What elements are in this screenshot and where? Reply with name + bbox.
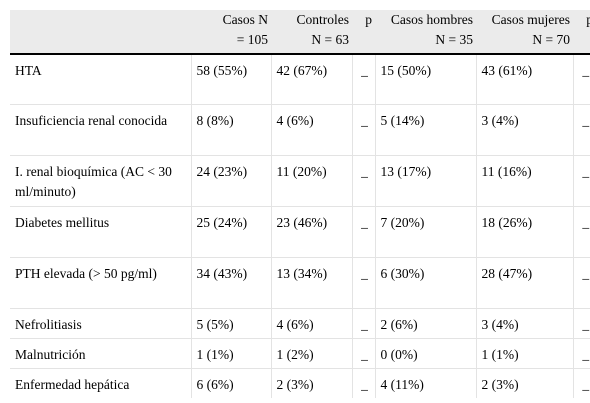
table-row: Insuficiencia renal conocida 8 (8%) 4 (6…	[10, 104, 590, 156]
cell-p: _	[352, 54, 376, 105]
cell-casos-hombres: 4 (11%)	[375, 368, 477, 398]
cell-p: _	[573, 338, 590, 369]
cell-casos: 25 (24%)	[191, 206, 272, 258]
cell-p: _	[573, 155, 590, 207]
cell-controles: 13 (34%)	[271, 257, 353, 309]
cell-casos: 34 (43%)	[191, 257, 272, 309]
header-cell-label	[10, 10, 191, 55]
cell-casos-mujeres: 28 (47%)	[476, 257, 574, 309]
row-label: Nefrolitiasis	[10, 308, 192, 339]
row-label: Malnutrición	[10, 338, 192, 369]
cell-casos: 5 (5%)	[191, 308, 272, 339]
cell-controles: 1 (2%)	[271, 338, 353, 369]
cell-casos-hombres: 15 (50%)	[375, 54, 477, 105]
cell-casos-hombres: 5 (14%)	[375, 104, 477, 156]
row-label: PTH elevada (> 50 pg/ml)	[10, 257, 192, 309]
cell-casos-hombres: 2 (6%)	[375, 308, 477, 339]
row-label: Diabetes mellitus	[10, 206, 192, 258]
row-label: Enfermedad hepática	[10, 368, 192, 398]
cell-casos-mujeres: 2 (3%)	[476, 368, 574, 398]
cell-casos-mujeres: 3 (4%)	[476, 104, 574, 156]
cell-controles: 11 (20%)	[271, 155, 353, 207]
cell-p: _	[352, 104, 376, 156]
table-row: Diabetes mellitus 25 (24%) 23 (46%) _ 7 …	[10, 206, 590, 258]
data-table: Casos N = 105 Controles N = 63 p Casos hom…	[10, 10, 590, 398]
cell-casos: 1 (1%)	[191, 338, 272, 369]
table-row: Enfermedad hepática 6 (6%) 2 (3%) _ 4 (1…	[10, 368, 590, 398]
header-cell-controles: Controles N = 63	[271, 10, 352, 55]
cell-p: _	[573, 206, 590, 258]
cell-p: _	[352, 368, 376, 398]
table-row: PTH elevada (> 50 pg/ml) 34 (43%) 13 (34…	[10, 257, 590, 309]
cell-p: _	[582, 377, 590, 392]
cell-casos: 6 (6%)	[191, 368, 272, 398]
cell-controles: 4 (6%)	[271, 308, 353, 339]
cell-casos-mujeres: 43 (61%)	[476, 54, 574, 105]
row-label: Insuficiencia renal conocida	[10, 104, 192, 156]
cell-p: _	[352, 308, 376, 339]
cell-p: _	[352, 338, 376, 369]
cell-casos-hombres: 6 (30%)	[375, 257, 477, 309]
header-cell-casos: Casos N = 105	[191, 10, 271, 55]
cell-casos-hombres: 0 (0%)	[375, 338, 477, 369]
row-label: I. renal bioquímica (AC < 30 ml/minuto)	[10, 155, 192, 207]
table-body: HTA 58 (55%) 42 (67%) _ 15 (50%) 43 (61%…	[10, 54, 590, 398]
cell-p: _	[573, 54, 590, 105]
cell-p: _	[352, 257, 376, 309]
header-cell-casos-mujeres: Casos mujeres N = 70	[476, 10, 573, 55]
cell-casos-mujeres: 11 (16%)	[476, 155, 574, 207]
cell-p: _	[573, 308, 590, 339]
cell-p: _	[573, 257, 590, 309]
cell-casos: 24 (23%)	[191, 155, 272, 207]
table-row: Nefrolitiasis 5 (5%) 4 (6%) _ 2 (6%) 3 (…	[10, 308, 590, 339]
row-label: HTA	[10, 54, 192, 105]
cell-controles: 23 (46%)	[271, 206, 353, 258]
cell-casos-mujeres: 1 (1%)	[476, 338, 574, 369]
cell-p: _	[352, 206, 376, 258]
cell-casos-hombres: 7 (20%)	[375, 206, 477, 258]
table-header: Casos N = 105 Controles N = 63 p Casos hom…	[10, 10, 590, 55]
table-row: I. renal bioquímica (AC < 30 ml/minuto) …	[10, 155, 590, 207]
cell-casos: 8 (8%)	[191, 104, 272, 156]
cell-p: _	[352, 155, 376, 207]
table-row: Malnutrición 1 (1%) 1 (2%) _ 0 (0%) 1 (1…	[10, 338, 590, 369]
cell-controles: 2 (3%)	[271, 368, 353, 398]
header-cell-p1: p	[352, 10, 375, 55]
cell-controles: 4 (6%)	[271, 104, 353, 156]
table-row: HTA 58 (55%) 42 (67%) _ 15 (50%) 43 (61%…	[10, 54, 590, 105]
cell-casos-hombres: 13 (17%)	[375, 155, 477, 207]
cell-p: _	[573, 104, 590, 156]
cell-casos: 58 (55%)	[191, 54, 272, 105]
data-table-container: Casos N = 105 Controles N = 63 p Casos hom…	[10, 10, 590, 398]
cell-controles: 42 (67%)	[271, 54, 353, 105]
header-cell-casos-hombres: Casos hombres N = 35	[375, 10, 476, 55]
cell-casos-mujeres: 3 (4%)	[476, 308, 574, 339]
header-cell-p2: p	[573, 10, 590, 55]
cell-casos-mujeres: 18 (26%)	[476, 206, 574, 258]
